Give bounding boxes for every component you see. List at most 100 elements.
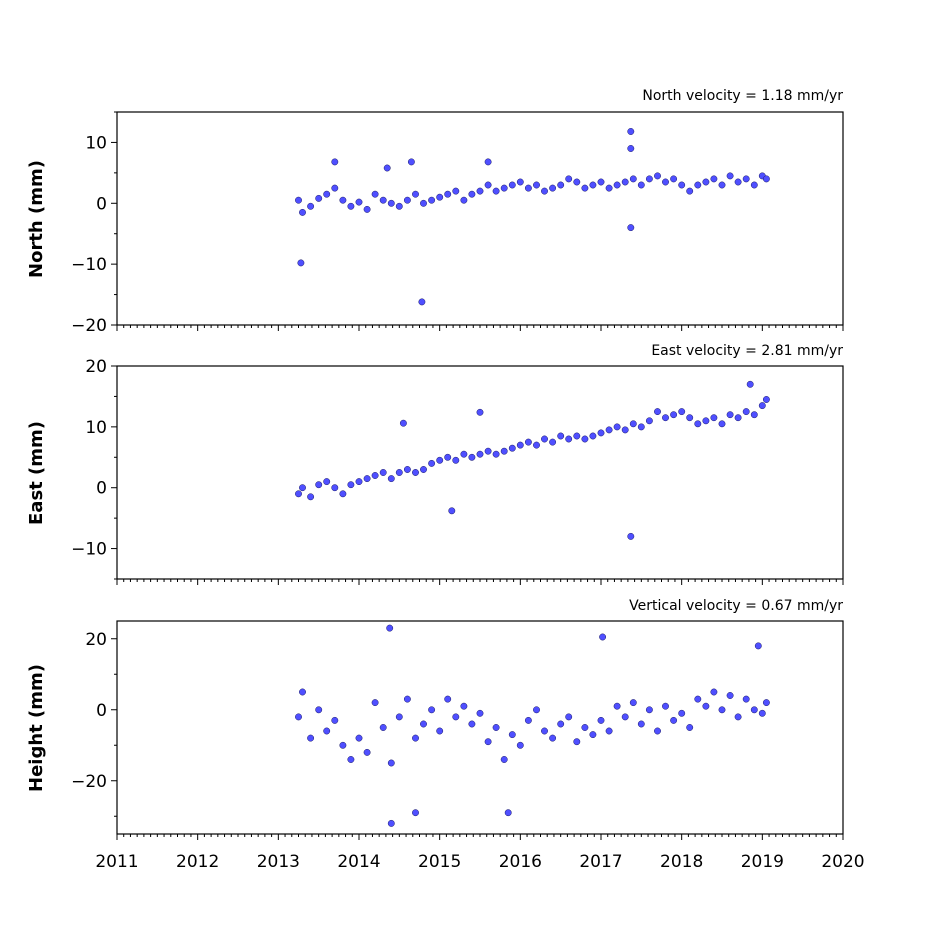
data-point [504,809,512,817]
data-point [710,175,718,183]
data-point [363,475,371,483]
data-point [750,411,758,419]
data-point [379,724,387,731]
data-point [307,202,315,210]
data-point [541,435,548,443]
data-point [670,716,678,724]
x-tick-label: 2015 [418,852,461,872]
data-point [573,432,581,440]
data-point [549,184,557,192]
y-tick-label: 10 [85,133,107,153]
data-point [645,417,653,425]
data-point [371,190,379,198]
x-tick-label: 2018 [660,852,703,872]
data-point [662,178,669,186]
data-point [637,720,645,728]
data-point [718,181,726,189]
data-point [565,713,573,721]
data-point [460,450,468,458]
data-point [428,459,436,467]
data-point [387,819,395,827]
data-point [718,420,726,428]
data-point [386,624,394,632]
data-point [476,187,484,195]
y-tick-label: 0 [96,701,107,721]
height-plot-area: 2011 2012 2013 2014 2015 2016 2017 2018 2019 2020… [71,620,865,872]
y-tick-label: 0 [96,194,107,214]
y-tick-label: −20 [71,772,107,792]
x-tick-label: 2011 [95,852,138,872]
data-point [702,702,710,710]
data-points [295,624,770,827]
data-point [581,184,589,192]
data-point [484,158,492,166]
data-point [460,196,468,204]
data-point [702,178,710,186]
data-point [323,478,331,486]
data-point [734,178,742,186]
data-point [678,709,686,717]
data-point [573,178,581,186]
data-points [295,380,770,540]
data-point [524,184,532,192]
data-point [299,688,306,696]
data-point [762,396,770,403]
data-point [508,181,516,189]
data-point [355,734,363,742]
y-tick-label: 20 [85,357,107,377]
data-point [295,490,302,498]
y-ticks: −20 0 20 [71,630,117,817]
east-velocity-title: East velocity = 2.81 mm/yr [651,343,843,359]
data-point [436,456,444,464]
y-tick-label: −20 [71,316,107,336]
data-point [468,190,476,198]
data-point [363,205,371,213]
data-point [726,172,734,180]
data-point [549,438,557,446]
data-point [331,484,339,492]
data-point [605,184,613,192]
data-point [589,181,597,189]
data-point [299,484,306,492]
data-point [331,184,339,192]
data-point [702,417,710,425]
data-point [645,706,653,714]
data-point [428,706,436,714]
axes-frame [116,111,844,326]
data-point [549,734,557,742]
y-ticks: −20 −10 0 10 [71,111,117,336]
data-point [355,478,363,486]
data-point [718,706,726,714]
x-tick-label: 2019 [741,852,784,872]
data-point [403,196,411,204]
data-point [654,727,661,735]
data-point [444,190,452,198]
data-point [726,692,734,699]
data-point [678,408,686,416]
data-point [762,699,770,707]
x-tick-label: 2013 [257,852,300,872]
data-point [468,453,476,461]
data-point [597,716,605,724]
vertical-velocity-title: Vertical velocity = 0.67 mm/yr [629,598,843,614]
data-point [686,414,694,422]
data-point [613,423,621,431]
data-point [581,724,589,731]
data-point [621,178,629,186]
y-tick-label: 0 [96,479,107,499]
y-ticks: −10 0 10 20 [71,357,117,580]
data-point [412,190,419,198]
x-tick-label: 2016 [499,852,542,872]
data-point [347,756,355,763]
data-point [383,164,391,172]
data-point [627,224,635,232]
east-ylabel: East (mm) [26,421,47,525]
data-point [452,713,460,721]
data-point [742,695,750,703]
data-point [444,695,452,703]
x-tick-label: 2017 [579,852,622,872]
data-point [627,128,635,135]
data-point [627,145,635,152]
data-point [403,466,411,473]
data-point [339,741,347,749]
